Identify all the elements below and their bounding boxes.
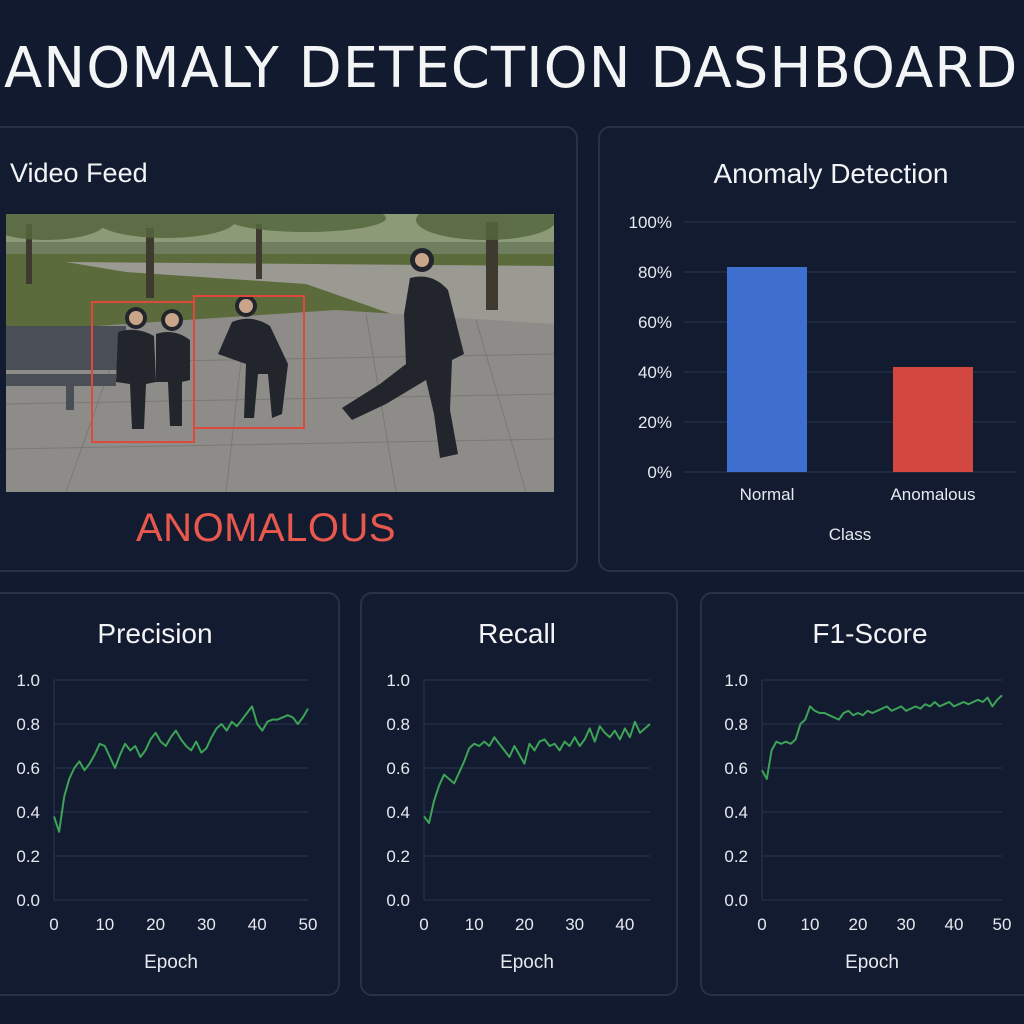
y-tick-label: 0.4 bbox=[386, 803, 410, 822]
f1-score-line-chart: 0.0 0.2 0.4 0.6 0.8 1.0 0 10 20 30 40 50 Epoch bbox=[724, 671, 1012, 973]
bar-y-tick-label: 40% bbox=[638, 363, 672, 382]
bar-normal bbox=[727, 267, 807, 472]
y-tick-label: 0.8 bbox=[724, 715, 748, 734]
precision-line-chart: 0.0 0.2 0.4 0.6 0.8 1.0 0 10 20 30 40 50 Epoch bbox=[16, 671, 318, 973]
bar-y-tick-label: 80% bbox=[638, 263, 672, 282]
y-tick-label: 1.0 bbox=[16, 671, 40, 690]
x-tick-label: 40 bbox=[615, 915, 634, 934]
bar-x-tick-label: Anomalous bbox=[890, 485, 975, 504]
bar-y-tick-label: 20% bbox=[638, 413, 672, 432]
y-tick-label: 0.8 bbox=[386, 715, 410, 734]
y-tick-label: 0.4 bbox=[16, 803, 40, 822]
video-scene-image bbox=[6, 214, 554, 492]
y-tick-label: 0.0 bbox=[16, 891, 40, 910]
x-tick-label: 50 bbox=[299, 915, 318, 934]
y-tick-label: 0.0 bbox=[386, 891, 410, 910]
x-tick-label: 20 bbox=[849, 915, 868, 934]
video-frame[interactable] bbox=[6, 214, 554, 492]
x-tick-label: 10 bbox=[465, 915, 484, 934]
x-axis-label: Epoch bbox=[500, 952, 554, 973]
x-tick-label: 20 bbox=[515, 915, 534, 934]
bar-anomalous bbox=[893, 367, 973, 472]
anomaly-chart-title: Anomaly Detection bbox=[713, 158, 949, 189]
precision-panel: Precision 0.0 0.2 0.4 0.6 0.8 1.0 0 10 20 30 40 50 E… bbox=[0, 592, 340, 996]
anomaly-bar-chart: 0% 20% 40% 60% 80% 100% Normal Anomalous Class bbox=[629, 213, 1016, 544]
x-axis-label: Epoch bbox=[144, 952, 198, 973]
anomaly-detection-panel: Anomaly Detection 0% 20% 40% 60% 80% 100% Norm… bbox=[598, 126, 1024, 572]
bar-y-tick-label: 60% bbox=[638, 313, 672, 332]
recall-title: Recall bbox=[478, 618, 556, 649]
x-tick-label: 0 bbox=[49, 915, 58, 934]
x-tick-label: 30 bbox=[197, 915, 216, 934]
x-tick-label: 30 bbox=[897, 915, 916, 934]
x-tick-label: 0 bbox=[757, 915, 766, 934]
x-tick-label: 20 bbox=[146, 915, 165, 934]
series-line bbox=[761, 694, 1003, 780]
detection-box-2 bbox=[193, 295, 305, 429]
bar-y-tick-label: 100% bbox=[629, 213, 672, 232]
anomaly-status-label: ANOMALOUS bbox=[136, 506, 397, 550]
precision-title: Precision bbox=[97, 618, 213, 649]
y-tick-label: 0.2 bbox=[386, 847, 410, 866]
y-tick-label: 0.6 bbox=[16, 759, 40, 778]
y-tick-label: 1.0 bbox=[724, 671, 748, 690]
series-line bbox=[53, 705, 309, 833]
y-tick-label: 0.2 bbox=[724, 847, 748, 866]
x-tick-label: 0 bbox=[419, 915, 428, 934]
video-feed-panel: Video Feed bbox=[0, 126, 578, 572]
bar-y-tick-label: 0% bbox=[647, 463, 672, 482]
page-title: ANOMALY DETECTION DASHBOARD bbox=[4, 36, 1019, 101]
y-tick-label: 0.4 bbox=[724, 803, 748, 822]
y-tick-label: 0.6 bbox=[724, 759, 748, 778]
bar-x-axis-label: Class bbox=[829, 525, 872, 544]
bar-x-tick-label: Normal bbox=[740, 485, 795, 504]
x-tick-label: 10 bbox=[95, 915, 114, 934]
y-tick-label: 1.0 bbox=[386, 671, 410, 690]
y-tick-label: 0.8 bbox=[16, 715, 40, 734]
x-tick-label: 40 bbox=[945, 915, 964, 934]
x-axis-label: Epoch bbox=[845, 952, 899, 973]
y-tick-label: 0.0 bbox=[724, 891, 748, 910]
f1-score-panel: F1-Score 0.0 0.2 0.4 0.6 0.8 1.0 0 10 20 30 40 50 Ep… bbox=[700, 592, 1024, 996]
x-tick-label: 40 bbox=[248, 915, 267, 934]
y-tick-label: 0.2 bbox=[16, 847, 40, 866]
x-tick-label: 30 bbox=[565, 915, 584, 934]
x-tick-label: 10 bbox=[801, 915, 820, 934]
y-tick-label: 0.6 bbox=[386, 759, 410, 778]
recall-panel: Recall 0.0 0.2 0.4 0.6 0.8 1.0 0 10 20 30 40 Epoch bbox=[360, 592, 678, 996]
series-line bbox=[423, 720, 651, 824]
x-tick-label: 50 bbox=[993, 915, 1012, 934]
video-feed-title: Video Feed bbox=[10, 158, 148, 188]
f1-score-title: F1-Score bbox=[812, 618, 928, 649]
recall-line-chart: 0.0 0.2 0.4 0.6 0.8 1.0 0 10 20 30 40 Epoch bbox=[386, 671, 651, 973]
